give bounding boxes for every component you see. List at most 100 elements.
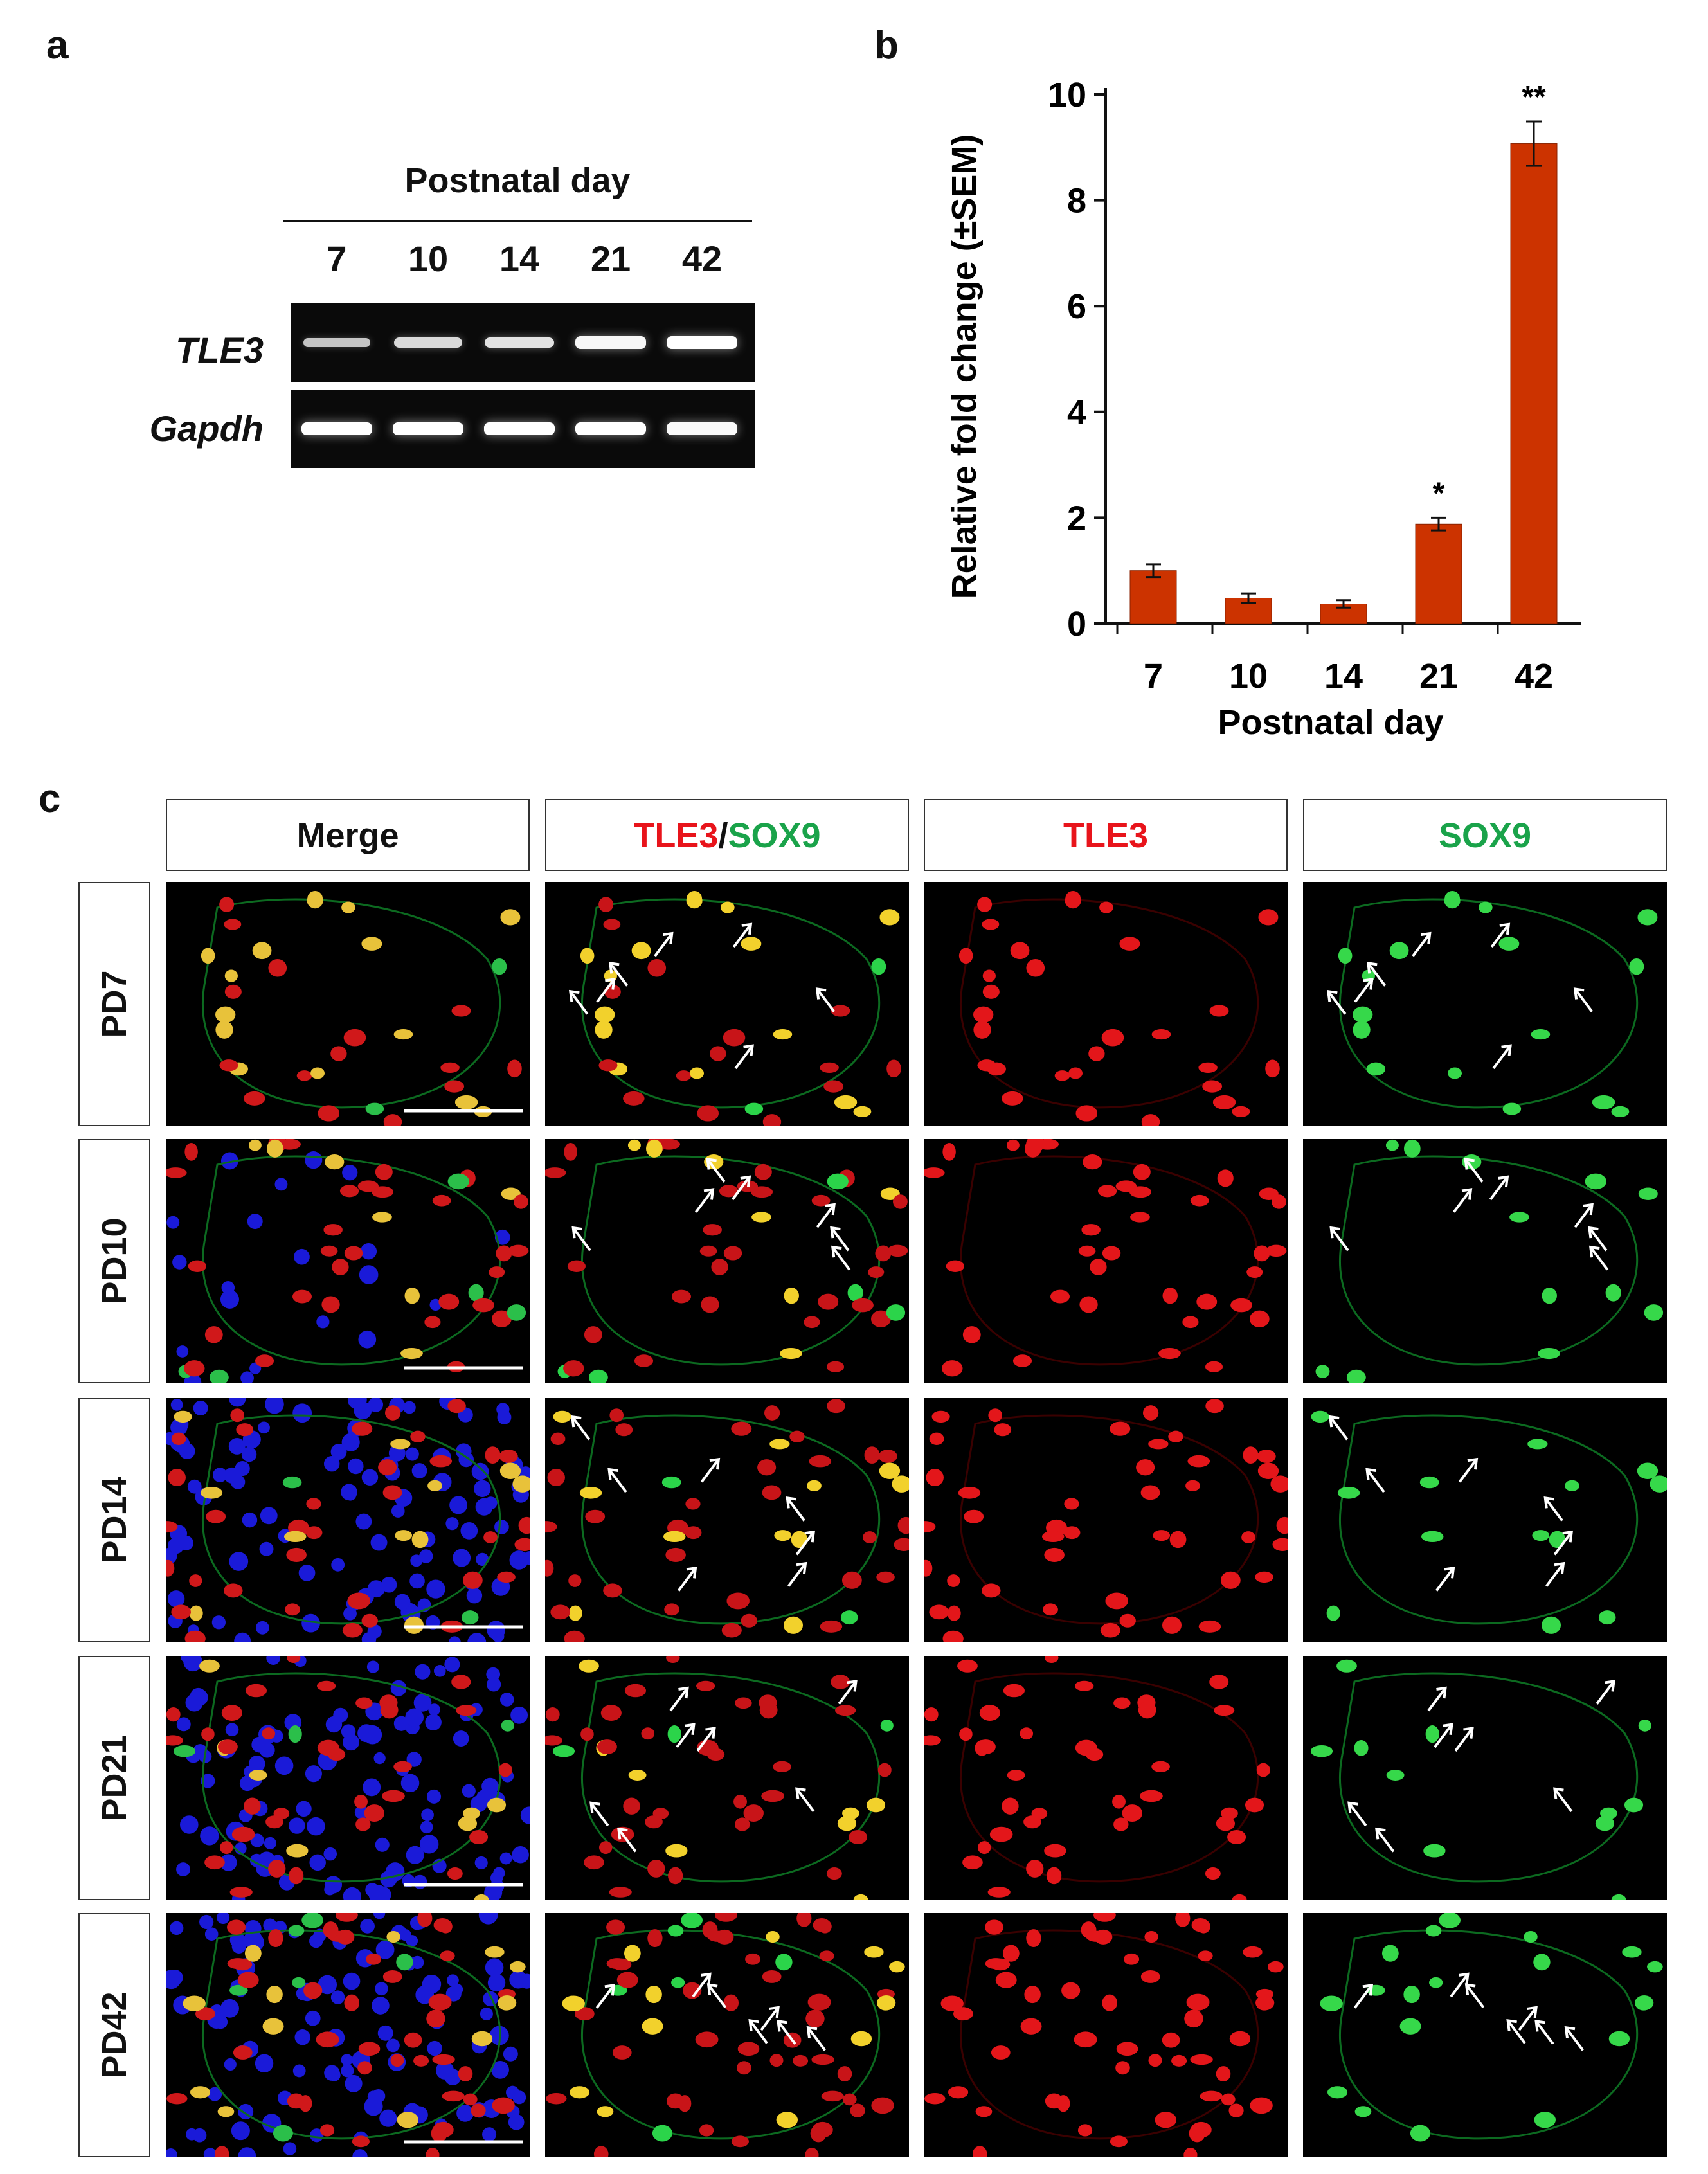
arrow-head [709, 1457, 721, 1470]
nucleus [663, 1531, 686, 1543]
arrow-head [1605, 1680, 1615, 1692]
nucleus [1003, 1684, 1025, 1698]
row-label: PD21 [78, 1656, 150, 1900]
nucleus [1063, 1526, 1081, 1540]
nucleus [721, 901, 735, 913]
dapi-nucleus [274, 1756, 294, 1775]
dapi-nucleus [240, 1371, 254, 1383]
nucleus [580, 948, 595, 964]
nucleus [1191, 1918, 1209, 1932]
gel-header-rule [283, 220, 752, 222]
nucleus [386, 1930, 400, 1943]
nucleus [1595, 1816, 1615, 1831]
dapi-nucleus [241, 1446, 257, 1462]
dapi-nucleus [499, 1693, 514, 1707]
nucleus [1002, 1091, 1023, 1106]
dapi-nucleus [343, 1887, 361, 1900]
tubule-outline [201, 898, 501, 1109]
tubule-outline [1338, 1672, 1639, 1883]
row-label: PD10 [78, 1139, 150, 1383]
nucleus [699, 2124, 714, 2137]
arrow-shaft [571, 1415, 591, 1441]
dapi-nucleus [503, 2046, 518, 2062]
arrow-shaft [1489, 1176, 1509, 1201]
nucleus [1354, 1740, 1369, 1756]
dapi-nucleus [456, 1443, 472, 1459]
arrow-head [847, 1680, 858, 1692]
dapi-nucleus [352, 2149, 368, 2157]
nucleus [744, 1102, 764, 1115]
nucleus [1272, 1194, 1286, 1209]
dapi-nucleus [167, 1970, 183, 1986]
nucleus [1043, 1603, 1058, 1616]
row-label-text: PD14 [95, 1477, 134, 1564]
nucleus [764, 1405, 780, 1421]
arrow-shaft [1412, 932, 1431, 957]
nucleus [820, 1062, 839, 1074]
nucleus [456, 1705, 477, 1716]
nucleus [762, 1970, 782, 1983]
nucleus [1198, 1062, 1218, 1074]
nucleus [1353, 1006, 1373, 1023]
arrow-shaft [617, 1828, 637, 1853]
arrow-head [703, 1188, 715, 1200]
nucleus [784, 1288, 799, 1304]
nucleus [1502, 1102, 1522, 1115]
arrow-shaft [1464, 1158, 1484, 1183]
nucleus [451, 1675, 471, 1689]
x-tick-label: 21 [1419, 657, 1458, 696]
nucleus [681, 1913, 703, 1928]
nucleus [268, 1860, 286, 1878]
nucleus [762, 1485, 782, 1500]
nucleus [1115, 1180, 1137, 1192]
nucleus [1075, 1105, 1098, 1122]
nucleus [741, 1613, 757, 1628]
nucleus [1209, 1675, 1229, 1689]
dapi-nucleus [305, 1151, 323, 1169]
nucleus [678, 2095, 692, 2112]
dapi-nucleus [444, 1657, 460, 1673]
dapi-nucleus [193, 1400, 208, 1415]
arrow-head [1588, 1226, 1599, 1239]
nucleus [866, 1797, 886, 1813]
nucleus [807, 1480, 822, 1491]
nucleus [579, 1659, 599, 1673]
nucleus [292, 1289, 312, 1304]
nucleus [224, 919, 242, 930]
nucleus [332, 1259, 349, 1275]
nucleus [979, 1705, 1000, 1721]
arrow-shaft [1434, 1723, 1453, 1748]
nucleus [1026, 1929, 1041, 1948]
nucleus [378, 1459, 397, 1476]
dapi-nucleus [203, 2148, 217, 2157]
arrow-head [1573, 987, 1585, 1000]
micrograph [166, 1913, 530, 2157]
nucleus [652, 2125, 672, 2142]
dapi-nucleus [482, 2127, 497, 2142]
nucleus [316, 2031, 339, 2048]
nucleus [624, 1945, 641, 1962]
nucleus [671, 1977, 685, 1988]
dapi-nucleus [357, 1724, 376, 1743]
nucleus [183, 1995, 206, 2011]
nucleus [1025, 1139, 1041, 1158]
nucleus [1079, 1296, 1098, 1313]
nucleus [507, 1059, 522, 1078]
nucleus [1410, 2125, 1430, 2142]
nucleus [1175, 1913, 1191, 1927]
dapi-nucleus [411, 1463, 427, 1478]
nucleus [831, 1675, 850, 1689]
arrow-shaft [795, 1531, 815, 1556]
dapi-nucleus [176, 1717, 191, 1732]
nucleus [1421, 1531, 1444, 1543]
nucleus [1444, 891, 1460, 906]
arrow-shaft [1544, 1497, 1563, 1522]
x-tick-label: 42 [1515, 657, 1553, 696]
nucleus [545, 1559, 554, 1577]
nucleus [1354, 2106, 1372, 2117]
nucleus [1158, 1347, 1181, 1360]
nucleus [584, 1326, 602, 1343]
nucleus [1110, 2135, 1128, 2148]
dapi-nucleus [170, 1398, 183, 1411]
nucleus [1050, 1289, 1070, 1304]
